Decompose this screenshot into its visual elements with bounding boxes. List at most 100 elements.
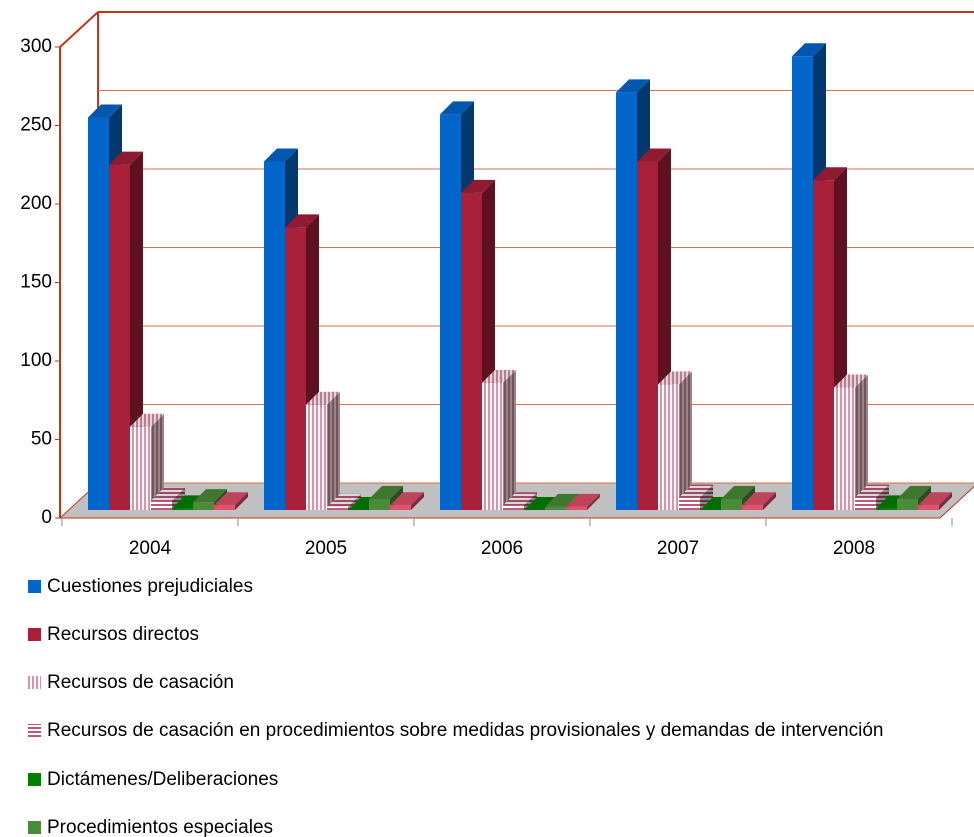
bar-front [658,384,679,510]
bar-top [503,492,537,506]
x-tick-label: 2006 [481,538,523,559]
bar-top [264,148,298,162]
bar-top [524,497,558,510]
bar-top [792,43,826,57]
legend-item: Recursos directos [28,624,972,645]
bar-front [151,500,172,510]
bar-side [524,492,537,510]
legend-item: Recursos de casación en procedimientos s… [28,720,972,741]
bar-side [587,493,600,510]
x-tick-label: 2008 [833,538,875,559]
bar-front [721,499,742,510]
y-tick-label: 300 [20,36,52,57]
bar-top [440,101,474,115]
bar-front [855,497,876,510]
bar-front [440,114,461,511]
y-tick-label: 150 [20,272,52,293]
x-tick-label: 2004 [129,538,172,559]
bar-side [235,492,248,510]
bar-side [876,484,889,510]
bar-side [939,492,952,510]
bar-side [348,493,361,510]
bar-top [369,486,403,500]
bar-top [897,486,931,500]
x-tick-label: 2005 [305,538,347,559]
bar-top [813,167,847,181]
chart: 0 50 100 150 200 250 300 2004 2005 2006 2007 2008 [20,11,974,559]
bar-front [897,499,918,510]
bar-front [616,92,637,510]
bar-top [151,487,185,501]
bar-front [461,192,482,511]
legend-swatch [28,773,41,786]
legend-item: Procedimientos especiales [28,817,972,837]
bar-top [193,489,227,503]
bar-top [482,369,516,383]
bar-front [834,387,855,510]
bar-side [172,487,185,510]
bar-front [637,161,658,510]
legend-label: Dictámenes/Deliberaciones [47,769,279,790]
wall-edge [59,11,99,48]
legend-item: Cuestiones prejudiciales [28,576,972,597]
legend-swatch [28,676,41,689]
legend-label: Cuestiones prejudiciales [47,576,253,597]
bar-top [918,492,952,506]
bar-front [130,426,151,510]
legend-swatch [28,821,41,834]
bar-top [88,104,122,118]
bar-top [566,493,600,507]
bar-top [742,492,776,506]
legend-swatch [28,628,41,641]
bar-top [616,79,650,93]
bar-top [658,371,692,385]
bar-side [763,492,776,510]
bar-side [327,391,340,510]
bar-front [369,499,390,510]
bar-side [411,492,424,510]
legend-swatch [28,580,41,593]
bar-top [327,493,361,507]
legend-swatch [28,724,41,737]
legend-item: Recursos de casación [28,672,972,693]
bar-side [855,374,868,510]
legend-label: Recursos directos [47,624,200,645]
bar-top [855,484,889,498]
bar-front [214,505,235,510]
bar-front [264,161,285,510]
bar-top [679,484,713,498]
legend-label: Recursos de casación [47,672,234,693]
bar-top [461,179,495,193]
bar-top [130,413,164,427]
bar-front [327,506,348,510]
bar-side [700,484,713,510]
bar-side [679,371,692,510]
bar-front [285,227,306,510]
bar-top [545,493,579,507]
legend-item: Dictámenes/Deliberaciones [28,769,972,790]
bar-front [109,164,130,510]
bar-top [637,148,671,162]
bar-front [566,506,587,510]
bar-top [109,151,143,165]
bar-side [151,413,164,510]
bar-top [214,492,248,506]
y-tick-label: 250 [20,115,52,136]
legend-label: Procedimientos especiales [47,817,274,837]
y-tick-label: 0 [41,507,52,528]
bar-front [88,117,109,510]
bar-front [813,180,834,511]
bar-top [306,391,340,405]
bar-top [285,214,319,228]
bar-side [503,369,516,510]
bar-front [482,382,503,510]
bar-front [876,508,897,510]
bar-front [545,506,566,510]
bar-top [390,492,424,506]
bar-front [193,502,214,510]
x-tick-label: 2007 [657,538,699,559]
y-tick-label: 200 [20,193,52,214]
bar-top [721,486,755,500]
bar-front [390,505,411,510]
